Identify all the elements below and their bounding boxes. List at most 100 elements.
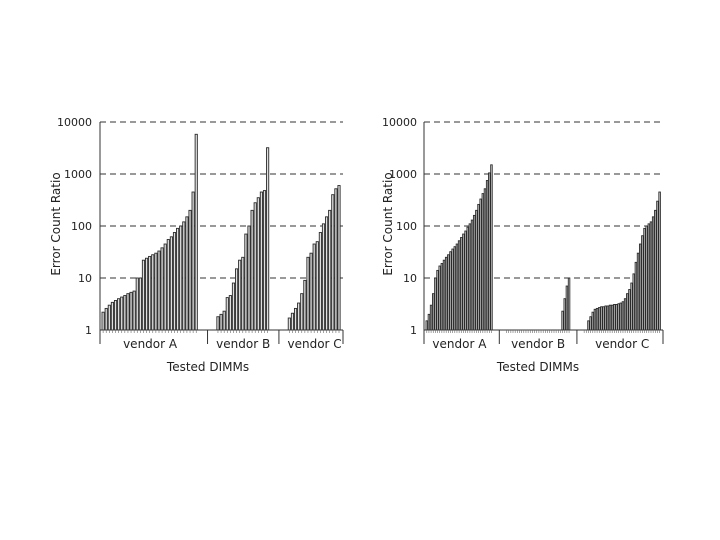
right-bar — [591, 311, 595, 331]
right-bar — [626, 293, 629, 331]
left-bar — [219, 313, 223, 331]
left-y-tick-label: 1 — [85, 324, 92, 337]
right-bar — [656, 200, 659, 331]
left-y-tick-label: 1000 — [64, 168, 92, 181]
right-bar — [621, 301, 625, 331]
right-bar — [565, 285, 569, 331]
left-bar — [253, 202, 257, 331]
left-vendor-label: vendor A — [123, 337, 178, 351]
right-bar — [455, 243, 459, 331]
left-bar — [241, 256, 245, 331]
left-bar — [129, 291, 133, 331]
left-bar — [135, 277, 139, 331]
left-bar — [256, 197, 260, 331]
right-bar — [490, 164, 493, 331]
left-bar — [179, 225, 183, 331]
right-vendor-labels: vendor A vendor B vendor C — [432, 337, 649, 351]
left-bar — [163, 243, 167, 331]
left-bar — [328, 209, 332, 331]
left-bar — [123, 295, 127, 331]
right-bar — [567, 277, 571, 331]
right-bar — [488, 172, 491, 331]
left-bar — [303, 279, 307, 331]
right-bar — [641, 235, 644, 331]
left-bar — [262, 190, 267, 331]
right-bar — [658, 191, 661, 331]
left-bar — [334, 188, 338, 331]
left-axes — [99, 122, 344, 344]
right-bar — [649, 221, 653, 331]
right-vendor-label: vendor B — [511, 337, 565, 351]
right-bar — [425, 320, 428, 331]
left-bar — [117, 298, 121, 331]
right-bar — [595, 307, 599, 331]
left-bar — [126, 293, 130, 331]
right-bar — [602, 306, 605, 331]
left-bar — [238, 259, 242, 331]
left-bar — [300, 293, 304, 331]
left-bar — [266, 147, 270, 331]
right-vendor-label: vendor A — [432, 337, 487, 351]
left-x-axis-label: Tested DIMMs — [166, 360, 249, 374]
right-bar — [432, 293, 435, 331]
right-bar — [470, 219, 474, 331]
left-bar — [141, 259, 146, 331]
left-bar — [297, 302, 301, 331]
right-bar — [623, 298, 627, 331]
left-y-ticks: 1 10 100 1000 10000 — [57, 116, 92, 337]
left-bar — [191, 191, 195, 331]
left-bar — [151, 254, 155, 331]
right-bar — [485, 180, 489, 331]
left-bar — [225, 297, 229, 331]
right-bar — [600, 306, 603, 331]
left-bar — [312, 243, 316, 331]
right-bar — [587, 320, 590, 331]
right-y-axis-label: Error Count Ratio — [381, 172, 395, 275]
right-bar — [643, 227, 646, 331]
left-bar — [104, 307, 108, 331]
right-bar — [481, 193, 485, 331]
left-bar — [166, 239, 170, 331]
left-bar — [309, 252, 313, 331]
right-bar — [589, 316, 592, 331]
left-bar — [321, 223, 326, 331]
right-y-tick-label: 1000 — [389, 168, 417, 181]
right-bar — [468, 223, 472, 331]
right-bar — [440, 263, 444, 331]
left-bar — [337, 185, 341, 331]
right-bar — [438, 265, 441, 331]
right-bar — [449, 251, 452, 331]
right-bar — [604, 305, 607, 331]
left-bar — [290, 312, 295, 331]
left-bar — [247, 225, 251, 331]
right-bar — [619, 302, 623, 331]
right-bar — [617, 303, 620, 331]
right-bar — [613, 304, 616, 331]
right-bar — [628, 289, 631, 331]
left-bar — [132, 290, 136, 331]
left-bar — [331, 194, 335, 331]
left-bar — [318, 232, 322, 331]
right-bar — [608, 304, 612, 331]
right-bar — [561, 310, 564, 331]
right-y-tick-label: 100 — [396, 220, 417, 233]
right-y-tick-label: 10 — [403, 272, 417, 285]
left-bar — [216, 316, 220, 331]
left-bar — [315, 241, 319, 331]
right-vendor-label: vendor C — [595, 337, 649, 351]
right-bar — [615, 304, 618, 331]
right-bar — [636, 252, 640, 331]
left-chart: Error Count Ratio Tested DIMMs 1 10 100 100… — [49, 116, 344, 374]
left-bar — [250, 209, 254, 331]
right-bar — [472, 214, 476, 331]
right-bar — [466, 226, 469, 331]
left-bar — [101, 311, 105, 331]
left-bar — [110, 301, 114, 331]
left-bar — [172, 232, 177, 331]
left-bar — [120, 296, 124, 331]
left-bar — [144, 257, 149, 331]
right-bar — [451, 248, 454, 331]
left-bar — [222, 310, 226, 331]
left-bar — [185, 216, 189, 331]
